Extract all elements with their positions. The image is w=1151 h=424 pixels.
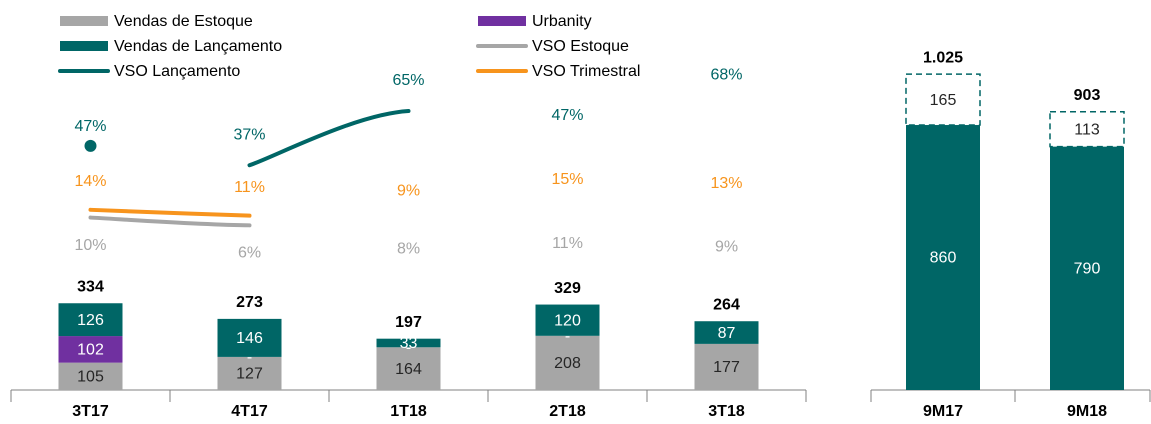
x-tick-label: 2T18 — [549, 403, 586, 420]
bar-value-label: 87 — [718, 325, 736, 342]
legend-label: VSO Trimestral — [532, 63, 640, 80]
bar-segment — [905, 73, 981, 126]
bar-segment — [1049, 111, 1125, 148]
total-label: 334 — [77, 278, 104, 295]
line-value-label: 47% — [74, 118, 106, 135]
line-value-label: 14% — [74, 173, 106, 190]
bar-value-label: 102 — [77, 342, 104, 359]
legend-swatch — [60, 41, 108, 51]
line — [247, 109, 411, 168]
bar-value-label: 113 — [1074, 121, 1100, 138]
bar-segment — [694, 343, 759, 390]
bar-value-label: - — [247, 349, 252, 366]
bar-value-label: 146 — [236, 330, 263, 347]
line-value-label: 10% — [74, 237, 106, 254]
legend-label: Vendas de Lançamento — [114, 38, 282, 55]
bar-segment — [217, 318, 282, 357]
line-value-label: 9% — [397, 183, 420, 200]
line-value-label: 6% — [238, 245, 261, 262]
x-tick-label: 3T18 — [708, 403, 745, 420]
legend-label: Urbanity — [532, 13, 592, 30]
bar-segment — [58, 303, 123, 337]
legend-label: VSO Estoque — [532, 38, 629, 55]
line-value-label: 9% — [715, 239, 738, 256]
bar-segment — [217, 356, 282, 390]
line-value-label: 65% — [392, 72, 424, 89]
x-tick-label: 3T17 — [72, 403, 109, 420]
bar-segment — [1050, 146, 1124, 390]
legend-swatch — [60, 16, 108, 26]
bar-segment — [535, 335, 600, 390]
line-value-label: 11% — [234, 179, 265, 196]
total-label: 1.025 — [923, 49, 963, 66]
total-label: 273 — [236, 294, 263, 311]
legend-swatch — [478, 16, 526, 26]
total-label: 264 — [713, 296, 740, 313]
bar-value-label: 164 — [395, 361, 422, 378]
bar-value-label: - — [406, 339, 411, 356]
bar-value-label: 126 — [77, 312, 104, 329]
bar-segment — [535, 304, 600, 336]
bar-value-label: 105 — [77, 369, 104, 386]
bar-value-label: 127 — [236, 366, 263, 383]
bar-value-label: 120 — [554, 312, 581, 329]
bar-value-label: 208 — [554, 355, 581, 372]
bar-value-label: 33 — [400, 335, 418, 352]
bar-value-label: 860 — [930, 250, 957, 267]
line — [88, 207, 252, 218]
line-value-label: 13% — [710, 175, 742, 192]
line-point — [84, 139, 97, 152]
legend-label: VSO Lançamento — [114, 63, 240, 80]
legend-label: Vendas de Estoque — [114, 13, 253, 30]
total-label: 197 — [395, 314, 422, 331]
bar-value-label: - — [565, 328, 570, 345]
bar-segment — [694, 321, 759, 344]
x-tick-label: 9M18 — [1067, 403, 1107, 420]
bar-segment — [376, 347, 441, 390]
bar-value-label: 165 — [930, 92, 957, 109]
line-value-label: 68% — [710, 66, 742, 83]
line-value-label: 37% — [233, 126, 265, 143]
line-value-label: 11% — [552, 235, 583, 252]
bar-segment — [906, 125, 980, 390]
x-tick-label: 4T17 — [231, 403, 268, 420]
line-value-label: 15% — [551, 171, 583, 188]
line — [88, 215, 252, 228]
line-value-label: 47% — [551, 107, 583, 124]
bar-segment — [376, 338, 441, 348]
x-tick-label: 1T18 — [390, 403, 427, 420]
bar-value-label: 790 — [1074, 261, 1101, 278]
bar-segment — [58, 336, 123, 363]
total-label: 903 — [1074, 87, 1101, 104]
x-tick-label: 9M17 — [923, 403, 963, 420]
line-value-label: 8% — [397, 241, 420, 258]
total-label: 329 — [554, 280, 581, 297]
bar-segment — [58, 362, 123, 390]
bar-value-label: 177 — [713, 359, 740, 376]
